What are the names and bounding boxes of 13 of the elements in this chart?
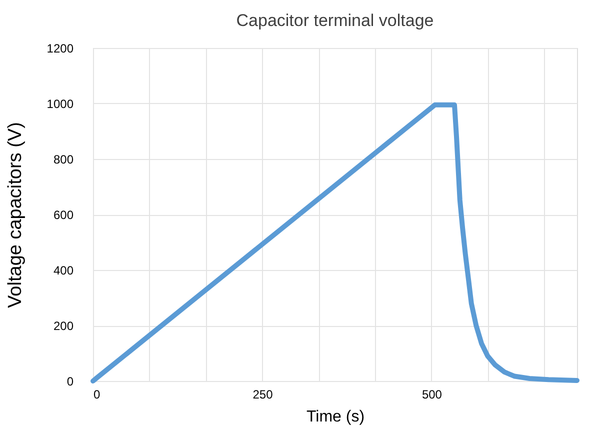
x-tick-label: 500 <box>422 388 442 402</box>
y-tick-label: 400 <box>53 264 74 278</box>
chart-title: Capacitor terminal voltage <box>236 11 434 30</box>
y-tick-label: 1000 <box>46 97 74 111</box>
y-tick-label: 0 <box>66 374 74 388</box>
y-axis-title: Voltage capacitors (V) <box>4 122 26 308</box>
y-tick-label: 800 <box>53 152 74 166</box>
y-tick-label: 600 <box>53 208 74 222</box>
x-axis-title: Time (s) <box>306 408 365 426</box>
x-tick-label: 250 <box>252 388 274 402</box>
y-tick-label: 200 <box>53 319 74 333</box>
x-tick-label: 0 <box>94 388 100 402</box>
y-tick-label: 1200 <box>46 42 74 56</box>
